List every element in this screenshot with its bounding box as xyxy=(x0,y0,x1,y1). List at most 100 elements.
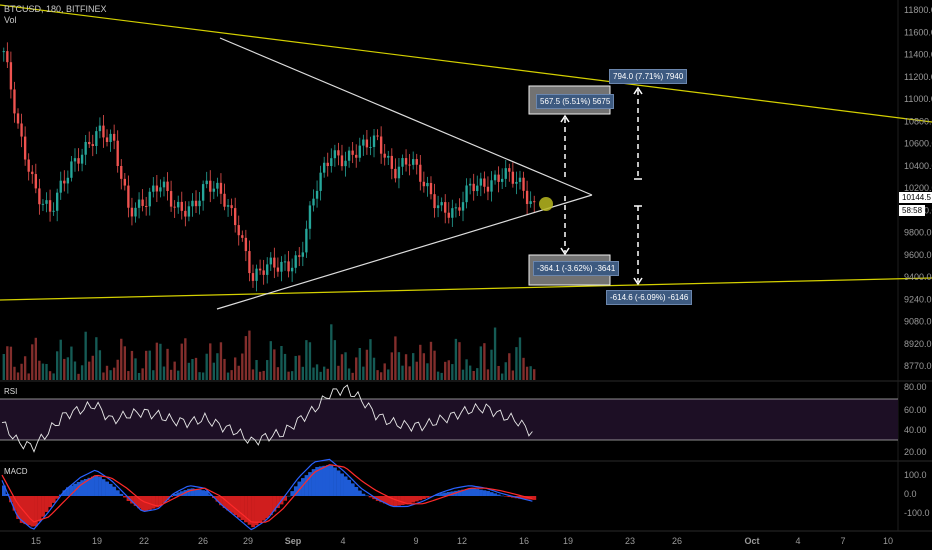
volume-bar xyxy=(394,336,397,380)
candle-body xyxy=(408,164,411,166)
volume-bar xyxy=(476,368,479,380)
volume-bar xyxy=(433,350,436,380)
volume-bar xyxy=(408,366,411,380)
candle-body xyxy=(269,257,272,265)
candle-body xyxy=(141,199,144,206)
symbol-title: BTCUSD, 180, BITFINEX xyxy=(4,4,107,14)
price-tick-label: 11400.0 xyxy=(904,50,932,60)
time-tick-label: 16 xyxy=(519,536,529,546)
volume-bar xyxy=(112,367,116,380)
macd-hist-bar xyxy=(119,493,124,496)
macd-hist-bar xyxy=(147,496,152,510)
volume-bar xyxy=(290,371,294,380)
candle-body xyxy=(323,162,326,173)
time-tick-label: 10 xyxy=(883,536,893,546)
candle-body xyxy=(120,165,123,179)
candle-body xyxy=(59,180,62,193)
rsi-tick-label: 40.00 xyxy=(904,425,927,435)
macd-hist-bar xyxy=(407,496,412,504)
candle-body xyxy=(397,166,401,179)
volume-bar xyxy=(447,360,450,380)
candle-body xyxy=(198,200,201,207)
candle-body xyxy=(347,150,351,161)
macd-hist-bar xyxy=(400,496,405,506)
volume-bar xyxy=(451,364,454,380)
volume-bar xyxy=(191,359,194,380)
volume-label: Vol xyxy=(4,15,17,25)
macd-hist-bar xyxy=(222,496,227,509)
macd-hist-bar xyxy=(201,490,206,496)
macd-hist-bar xyxy=(436,494,441,496)
candle-body xyxy=(258,268,262,271)
volume-bar xyxy=(376,370,379,380)
volume-bar xyxy=(244,336,248,380)
volume-bar xyxy=(444,361,447,380)
candle-body xyxy=(145,205,148,207)
candle-body xyxy=(280,261,283,272)
macd-hist-bar xyxy=(486,490,490,496)
time-tick-label: 29 xyxy=(243,536,253,546)
candle-body xyxy=(248,251,251,274)
upper-trendline[interactable] xyxy=(0,4,932,123)
macd-line[interactable] xyxy=(1,458,533,531)
macd-hist-bar xyxy=(390,496,394,506)
signal-line[interactable] xyxy=(1,464,533,523)
price-tick-label: 8770.0 xyxy=(904,361,932,371)
lower-trendline[interactable] xyxy=(0,277,932,301)
volume-bar xyxy=(248,330,251,380)
highlight-marker[interactable] xyxy=(539,197,553,211)
candle-body xyxy=(283,261,287,263)
macd-hist-bar xyxy=(379,496,384,503)
candle-body xyxy=(194,200,198,207)
volume-bar xyxy=(2,354,5,380)
time-tick-label: 23 xyxy=(625,536,635,546)
time-tick-label: 19 xyxy=(563,536,573,546)
time-tick-label: 4 xyxy=(340,536,345,546)
volume-bar xyxy=(515,347,518,380)
candle-body xyxy=(301,252,304,257)
macd-hist-bar xyxy=(34,496,38,527)
volume-bar xyxy=(31,344,34,380)
time-tick-label: Oct xyxy=(744,536,759,546)
time-axis[interactable]: 15 19 22 26 29 Sep 4 9 12 16 19 23 26 Oct 4 7 10 xyxy=(31,536,893,546)
macd-hist-bar xyxy=(244,496,248,523)
time-tick-label: 7 xyxy=(840,536,845,546)
candle-body xyxy=(98,125,102,132)
candle-body xyxy=(404,158,408,165)
macd-hist-bar xyxy=(76,481,81,496)
triangle-lower-line[interactable] xyxy=(216,194,593,310)
candle-body xyxy=(9,62,13,90)
triangle-upper-line[interactable] xyxy=(219,37,593,196)
macd-hist-bar xyxy=(518,496,522,499)
macd-hist-bar xyxy=(315,467,320,496)
macd-hist-bar xyxy=(37,496,42,522)
macd-hist-bar xyxy=(503,496,508,497)
volume-bar xyxy=(415,361,418,380)
volume-bar xyxy=(45,363,48,380)
macd-hist-bar xyxy=(137,496,142,509)
macd-hist-bar xyxy=(286,495,291,497)
candle-body xyxy=(522,177,525,191)
volume-bar xyxy=(80,365,84,380)
macd-hist-bar xyxy=(62,490,67,496)
price-axis[interactable]: 11800.0 11600.0 11400.0 11200.0 11000.0 10800… xyxy=(904,5,932,371)
macd-hist-bar xyxy=(251,496,255,528)
time-tick-label: 4 xyxy=(795,536,800,546)
candle-body xyxy=(52,210,55,212)
rsi-line[interactable] xyxy=(1,384,533,453)
volume-bar xyxy=(301,366,304,380)
volume-bar xyxy=(397,352,401,380)
volume-bar xyxy=(223,358,226,380)
volume-bar xyxy=(419,344,422,380)
volume-bar xyxy=(262,370,265,380)
macd-hist-bar xyxy=(443,492,448,496)
volume-bar xyxy=(177,370,180,380)
macd-hist-bar xyxy=(496,494,501,496)
candle-body xyxy=(369,146,372,148)
candle-body xyxy=(116,140,119,166)
candle-body xyxy=(436,205,440,209)
volume-bar xyxy=(401,365,404,380)
candle-body xyxy=(440,202,443,206)
macd-hist-bar xyxy=(261,496,266,521)
